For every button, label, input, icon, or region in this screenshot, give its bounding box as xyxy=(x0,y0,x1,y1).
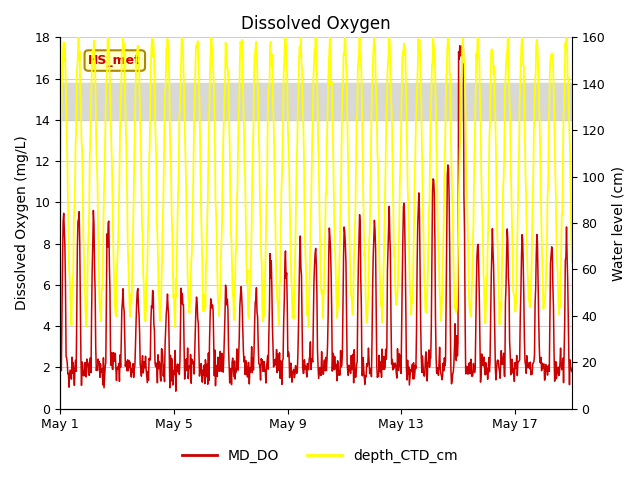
Y-axis label: Water level (cm): Water level (cm) xyxy=(611,166,625,280)
Legend: MD_DO, depth_CTD_cm: MD_DO, depth_CTD_cm xyxy=(177,443,463,468)
Title: Dissolved Oxygen: Dissolved Oxygen xyxy=(241,15,391,33)
Y-axis label: Dissolved Oxygen (mg/L): Dissolved Oxygen (mg/L) xyxy=(15,136,29,311)
Text: HS_met: HS_met xyxy=(88,54,141,67)
Bar xyxy=(60,83,572,120)
